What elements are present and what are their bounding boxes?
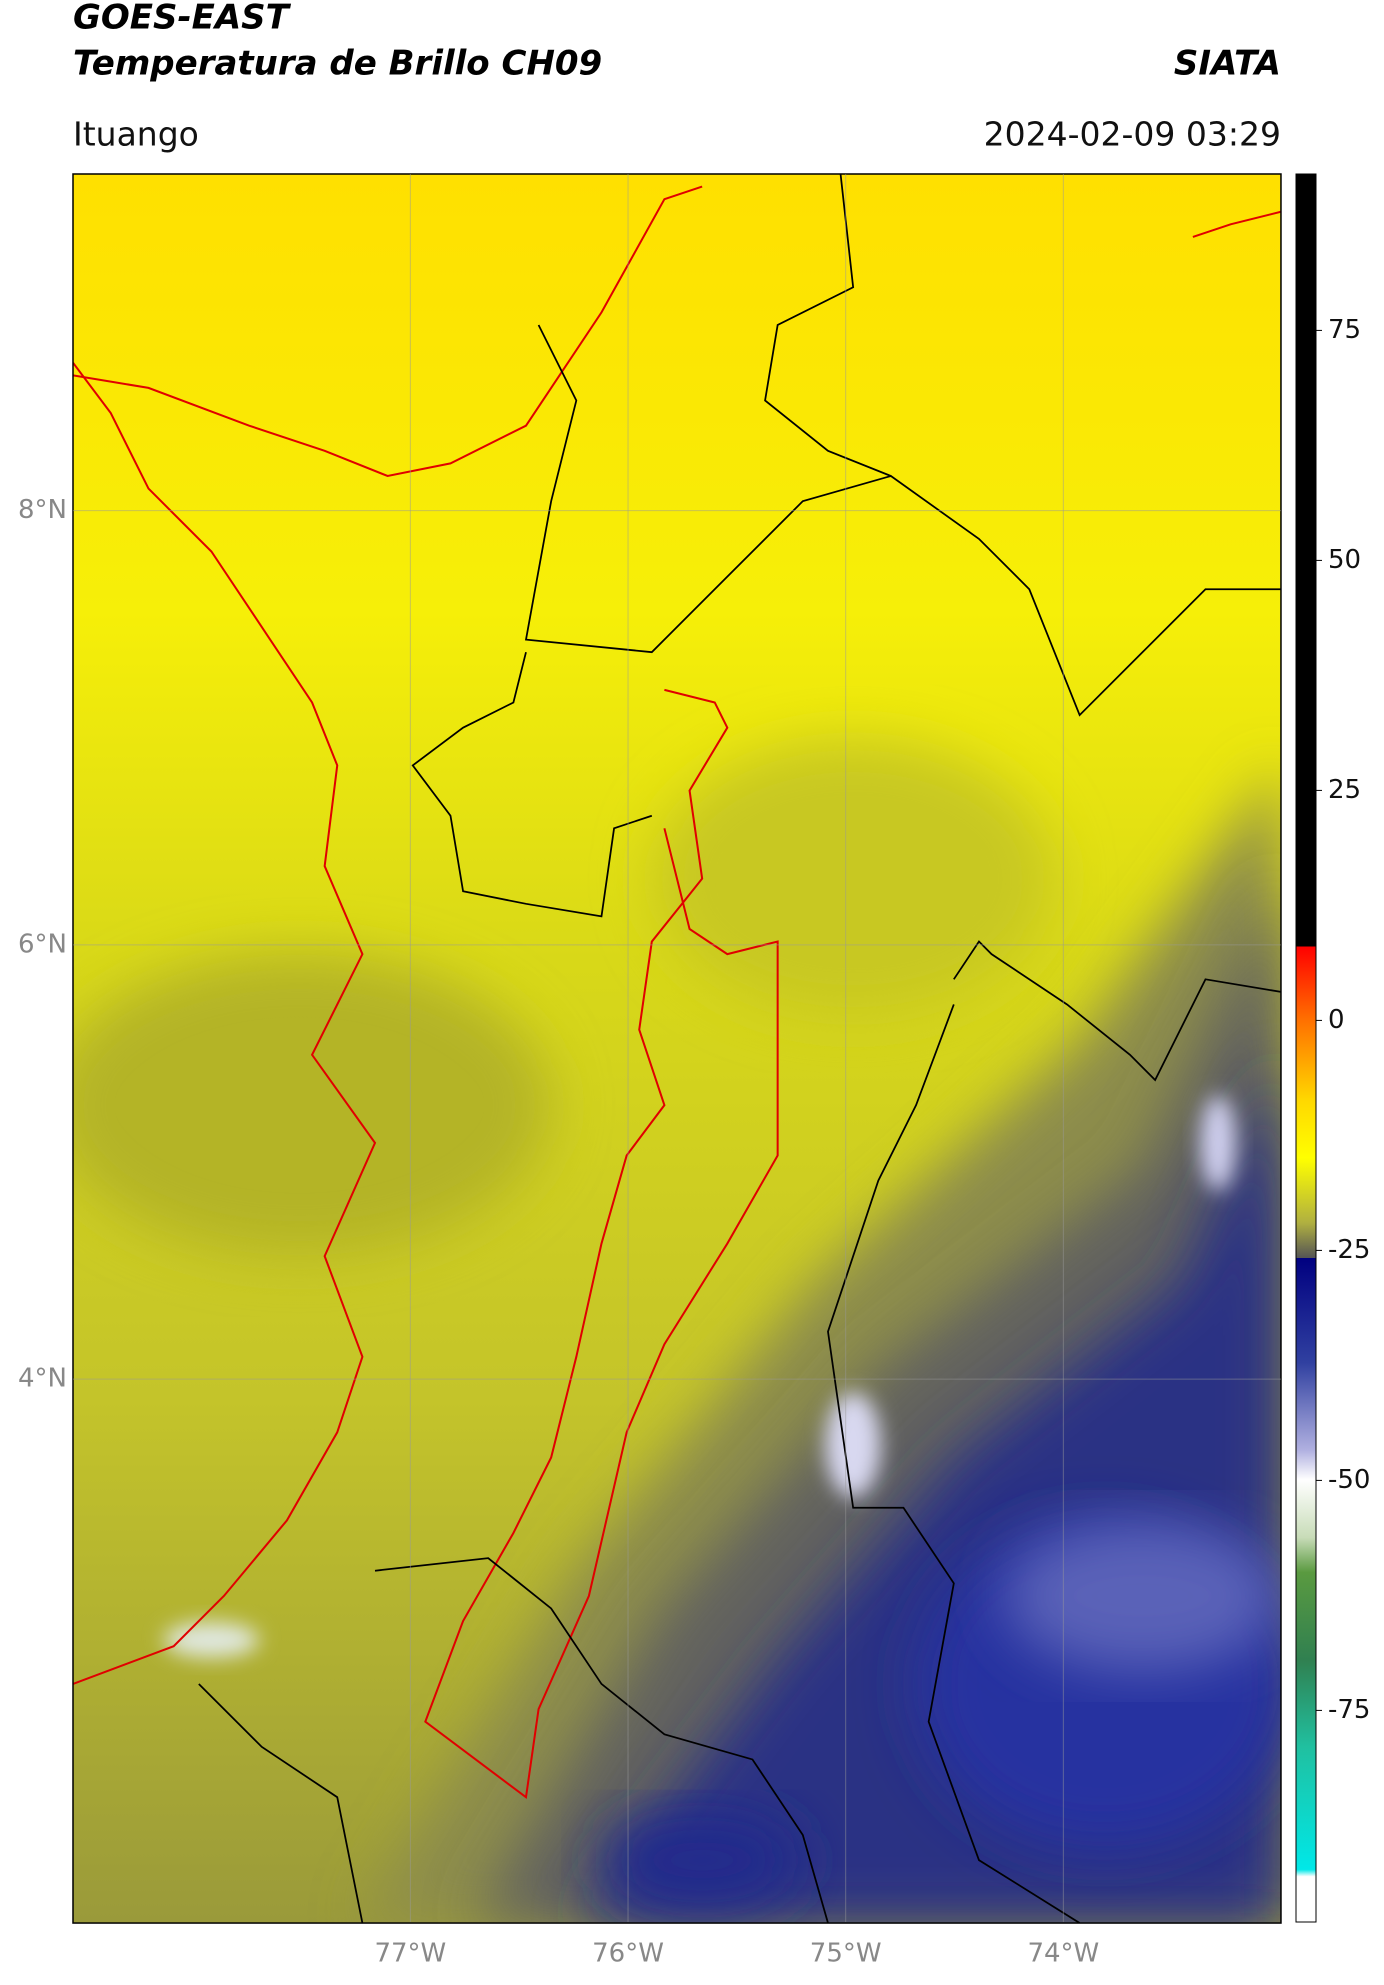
colorbar xyxy=(1295,173,1317,1923)
x-tick-label: 74°W xyxy=(1027,1939,1099,1969)
y-tick-label: 6°N xyxy=(18,929,67,959)
subtitle: Temperatura de Brillo CH09 xyxy=(73,44,602,84)
x-tick-label: 76°W xyxy=(592,1939,664,1969)
y-tick-label: 4°N xyxy=(18,1364,67,1394)
x-tick-label: 77°W xyxy=(374,1939,446,1969)
colorbar-tick-label: -25 xyxy=(1328,1235,1370,1265)
y-tick-label: 8°N xyxy=(18,495,67,525)
x-tick-label: 75°W xyxy=(810,1939,882,1969)
satellite-image xyxy=(72,173,1282,1924)
credit: SIATA xyxy=(1174,44,1281,84)
colorbar-tick-label: 25 xyxy=(1328,775,1361,805)
colorbar-tick-label: -75 xyxy=(1328,1695,1370,1725)
colorbar-tick-label: 50 xyxy=(1328,545,1361,575)
colorbar-tick-label: 0 xyxy=(1328,1005,1345,1035)
title: GOES-EAST xyxy=(73,0,292,38)
datetime: 2024-02-09 03:29 xyxy=(984,115,1281,154)
colorbar-tick-label: 75 xyxy=(1328,315,1361,345)
colorbar-tick-label: -50 xyxy=(1328,1465,1370,1495)
location: Ituango xyxy=(73,115,199,154)
